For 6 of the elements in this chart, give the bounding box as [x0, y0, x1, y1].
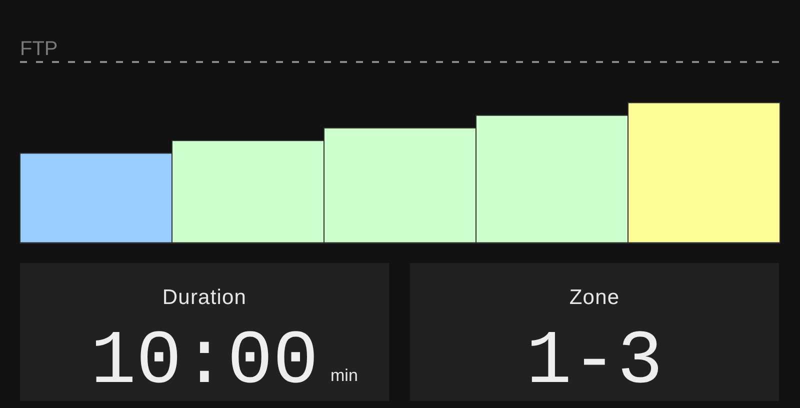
text: Duration: [162, 286, 247, 309]
ref-line-label: FTP: [20, 38, 58, 60]
text: Zone: [569, 286, 620, 309]
text: min: [330, 366, 358, 385]
text: 10:00: [90, 319, 319, 405]
text: 1-3: [526, 319, 663, 405]
